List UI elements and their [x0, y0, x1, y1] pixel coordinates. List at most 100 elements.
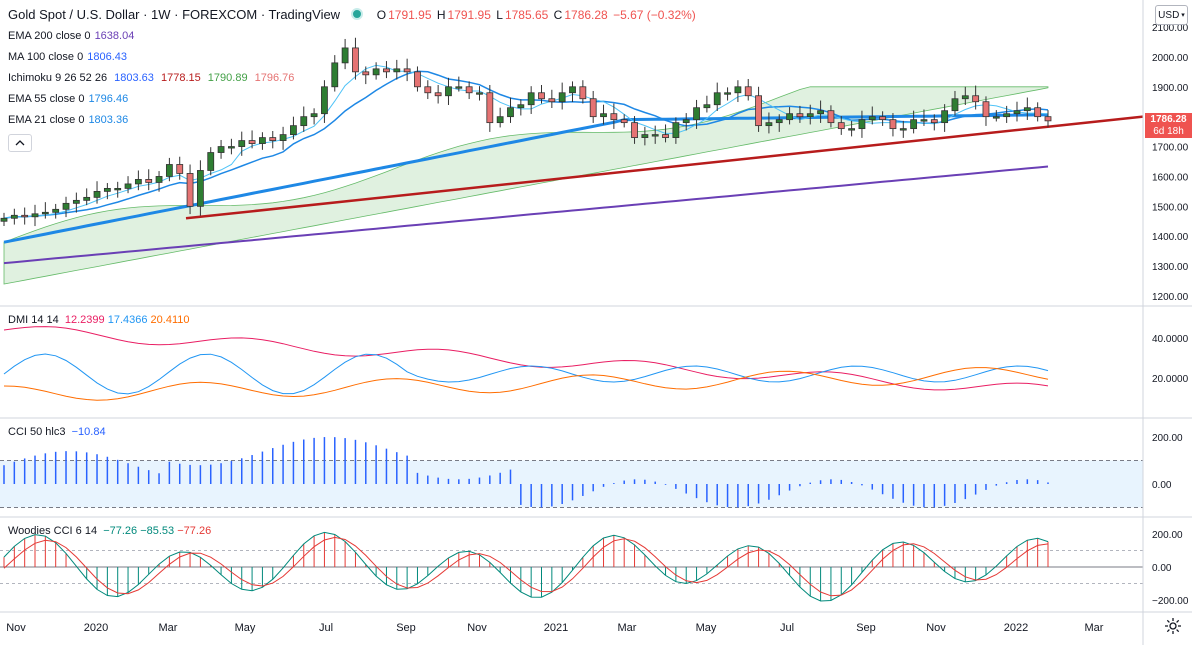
currency-selector[interactable]: USD ▾ [1155, 5, 1188, 25]
candle-body [868, 116, 876, 121]
time-axis-label: Sep [856, 622, 876, 634]
candle-body [393, 68, 401, 73]
time-axis-label: Mar [618, 622, 637, 634]
candle-body [992, 116, 1000, 119]
price-tick-label: 1700.00 [1152, 143, 1189, 154]
candle-body [1003, 113, 1011, 118]
gear-icon[interactable] [1164, 617, 1182, 635]
dmi-legend[interactable]: DMI 14 14 12.2399 17.4366 20.4110 [8, 314, 190, 326]
candle-body [631, 122, 638, 138]
candle-body [507, 107, 514, 118]
candle-body [889, 119, 897, 130]
chart-header: Gold Spot / U.S. Dollar · 1W · FOREXCOM … [8, 7, 698, 22]
time-axis-label: Jul [319, 622, 333, 634]
candle-body [403, 68, 411, 73]
candle-body [724, 92, 731, 95]
woodies-tick-label: 0.00 [1152, 563, 1172, 574]
candle-body [662, 134, 669, 138]
time-axis-label: May [696, 622, 717, 634]
collapse-legend-button[interactable] [8, 134, 32, 152]
candle-body [755, 95, 762, 127]
candle-body [951, 98, 959, 112]
candle-body [848, 128, 856, 131]
candle-body [517, 104, 525, 109]
candle-body [362, 71, 370, 76]
candle-body [941, 110, 949, 124]
symbol-title[interactable]: Gold Spot / U.S. Dollar · 1W · FOREXCOM … [8, 7, 341, 22]
candle-body [176, 164, 184, 174]
candle-body [145, 179, 153, 183]
cci-band [0, 460, 1143, 508]
candle-body [72, 199, 80, 204]
candle-body [124, 183, 132, 189]
ichimoku-cloud [3, 86, 1049, 285]
price-tick-label: 2100.00 [1152, 23, 1189, 34]
candle-body [651, 134, 659, 137]
candle-body [713, 92, 721, 106]
time-axis-label: Nov [467, 622, 487, 634]
time-axis-label: Mar [159, 622, 178, 634]
candle-body [827, 110, 835, 124]
candle-body [0, 217, 8, 222]
candle-body [486, 92, 494, 124]
dmi-tick-label: 40.0000 [1152, 334, 1189, 345]
candle-body [817, 110, 824, 115]
time-axis-label: May [235, 622, 256, 634]
candle-body [93, 190, 101, 198]
candle-body [775, 119, 783, 124]
candle-body [1034, 107, 1042, 118]
candle-body [134, 179, 142, 185]
candle-body [165, 164, 173, 177]
candle-body [279, 134, 287, 141]
candle-body [837, 122, 845, 130]
price-tick-label: 1900.00 [1152, 83, 1189, 94]
time-axis-label: 2021 [544, 622, 568, 634]
candle-body [238, 140, 246, 147]
legend-ichimoku[interactable]: Ichimoku 9 26 52 26 1803.63 1778.15 1790… [8, 72, 295, 84]
candle-body [352, 47, 359, 73]
candle-body [445, 86, 452, 97]
candle-body [228, 146, 235, 149]
candle-body [589, 98, 597, 118]
candle-body [858, 119, 866, 130]
candle-body [579, 86, 587, 100]
legend-ma100[interactable]: MA 100 close 0 1806.43 [8, 51, 127, 63]
candle-body [527, 92, 535, 106]
candle-body [196, 170, 204, 207]
candle-body [1013, 110, 1021, 115]
candle-body [1023, 107, 1031, 112]
ema21-line [3, 64, 1049, 219]
cci-legend[interactable]: CCI 50 hlc3 −10.84 [8, 426, 106, 438]
candle-body [259, 137, 266, 144]
candle-body [693, 107, 700, 121]
candle-body [465, 86, 473, 94]
candle-body [103, 187, 111, 192]
dmi-plus-line [3, 353, 1049, 395]
woodies-legend[interactable]: Woodies CCI 6 14 −77.26 −85.53 −77.26 [8, 525, 212, 537]
market-status-icon [351, 8, 364, 20]
candle-body [610, 113, 618, 121]
candle-body [496, 116, 504, 124]
candle-body [744, 86, 752, 97]
dmi-tick-label: 20.0000 [1152, 374, 1189, 385]
legend-ema21[interactable]: EMA 21 close 0 1803.36 [8, 114, 129, 126]
candle-body [558, 92, 566, 103]
candle-body [1044, 116, 1052, 122]
time-axis-label: Jul [780, 622, 794, 634]
legend-ema55[interactable]: EMA 55 close 0 1796.46 [8, 93, 129, 105]
legend-ema200[interactable]: EMA 200 close 0 1638.04 [8, 30, 135, 42]
candle-body [786, 113, 793, 121]
candle-body [300, 116, 308, 127]
chevron-up-icon [15, 140, 25, 146]
candle-body [341, 47, 349, 64]
candle-body [10, 214, 18, 219]
cci-tick-label: 200.00 [1152, 433, 1183, 444]
candle-body [290, 125, 297, 135]
price-tick-label: 1200.00 [1152, 292, 1189, 303]
candle-body [52, 208, 60, 213]
woodies-turbo-line [3, 536, 1049, 597]
adx-line [3, 367, 1049, 401]
candle-body [672, 122, 680, 138]
trend-line [185, 115, 1144, 220]
